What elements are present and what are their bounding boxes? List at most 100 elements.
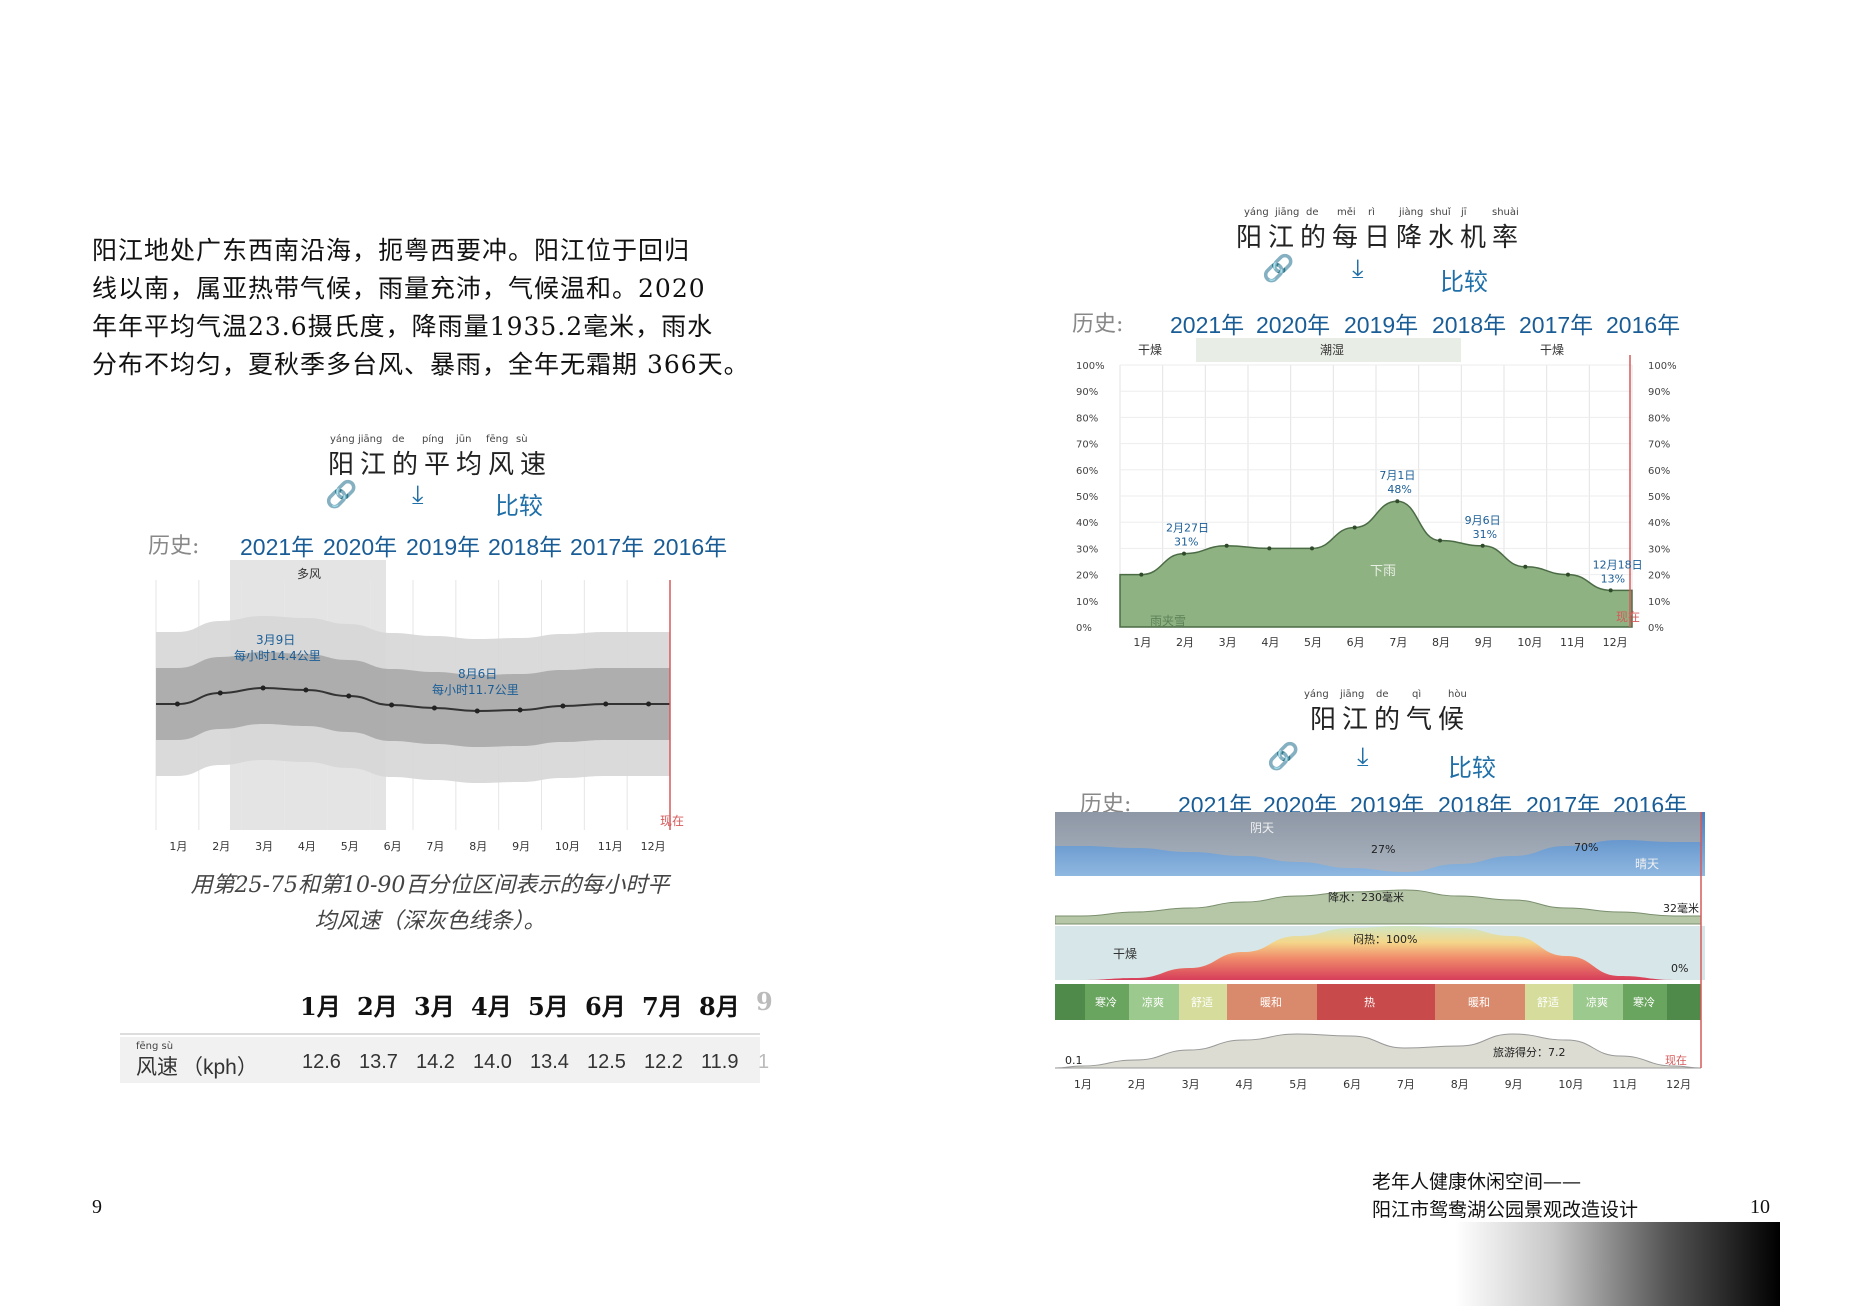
month-tick-label: 5月 xyxy=(1289,1078,1307,1091)
caption-line: 用第25-75和第10-90百分位区间表示的每小时平 xyxy=(190,873,670,898)
humidity-label: 闷热：100% xyxy=(1353,932,1417,946)
cloud-label-top: 阴天 xyxy=(1250,821,1274,835)
download-icon[interactable]: ⤓ xyxy=(1352,254,1364,284)
title-pinyin: sù xyxy=(516,434,528,445)
y-tick-label: 20% xyxy=(1648,571,1670,582)
y-tick-label: 40% xyxy=(1648,518,1670,529)
temperature-band xyxy=(1055,984,1085,1020)
title-pinyin: qì xyxy=(1412,689,1422,700)
month-tick-label: 1月 xyxy=(169,840,187,853)
history-year[interactable]: 2020年 xyxy=(323,534,398,560)
title-pinyin: de xyxy=(392,434,405,445)
temperature-band xyxy=(1525,984,1573,1020)
history-year[interactable]: 2021年 xyxy=(240,534,315,560)
month-tick-label: 8月 xyxy=(1451,1078,1469,1091)
month-tick-label: 9月 xyxy=(1505,1078,1523,1091)
precip-annotation-value: 48% xyxy=(1387,483,1411,496)
link-icon[interactable]: 🔗 xyxy=(1262,254,1295,284)
temperature-band-label: 凉爽 xyxy=(1142,995,1164,1009)
climate-chart: 阴天 晴天 27% 70% 降水：230毫米 32毫米 干燥 闷热：100% 0… xyxy=(1055,812,1705,1091)
y-tick-label: 0% xyxy=(1076,623,1092,634)
month-tick-label: 2月 xyxy=(1176,636,1194,649)
download-icon[interactable]: ⤓ xyxy=(412,480,424,510)
history-label: 历史: xyxy=(1072,312,1124,337)
month-tick-label: 3月 xyxy=(1182,1078,1200,1091)
y-tick-label: 70% xyxy=(1648,440,1670,451)
wind-data-point xyxy=(431,705,437,711)
title-pinyin: píng xyxy=(422,434,444,445)
y-tick-label: 50% xyxy=(1648,492,1670,503)
wind-series-line xyxy=(156,686,670,713)
month-tick-label: 12月 xyxy=(1603,636,1628,649)
history-year[interactable]: 2017年 xyxy=(1519,312,1594,338)
y-tick-label: 80% xyxy=(1648,413,1670,424)
title-pinyin: de xyxy=(1376,689,1389,700)
compare-button[interactable]: 比较 xyxy=(1448,754,1496,782)
now-marker-label: 现在 xyxy=(1665,1054,1687,1067)
history-year[interactable]: 2018年 xyxy=(1432,312,1507,338)
temperature-band-label: 暖和 xyxy=(1260,996,1282,1009)
month-tick-label: 10月 xyxy=(555,840,580,853)
month-tick-label: 11月 xyxy=(1612,1078,1637,1091)
humidity-area xyxy=(1055,926,1701,980)
y-tick-label: 80% xyxy=(1076,413,1098,424)
month-tick-label: 12月 xyxy=(641,840,666,853)
precip-annotation-date: 7月1日 xyxy=(1379,469,1415,482)
temperature-bands: 寒冷 凉爽 舒适 暖和 热 暖和 舒适 凉爽 寒冷 xyxy=(1055,984,1701,1020)
month-tick-label: 6月 xyxy=(1347,636,1365,649)
history-year[interactable]: 2018年 xyxy=(488,534,563,560)
title-pinyin: jiāng xyxy=(358,434,383,445)
month-tick-label: 9月 xyxy=(1475,636,1493,649)
table-cell: 12.5 xyxy=(587,1051,626,1073)
decorative-gradient-bar xyxy=(1455,1222,1780,1306)
history-year[interactable]: 2019年 xyxy=(406,534,481,560)
table-cell: 13.7 xyxy=(359,1051,398,1073)
history-label: 历史: xyxy=(148,534,200,559)
temperature-band-label: 暖和 xyxy=(1468,996,1490,1009)
link-icon[interactable]: 🔗 xyxy=(1267,742,1300,772)
wind-data-point xyxy=(260,685,266,691)
tourism-area xyxy=(1055,1033,1702,1069)
wind-data-point xyxy=(217,690,223,696)
month-tick-label: 8月 xyxy=(1432,636,1450,649)
title-pinyin: hòu xyxy=(1448,689,1467,700)
compare-button[interactable]: 比较 xyxy=(1440,268,1488,296)
intro-paragraph: 阳江地处广东西南沿海，扼粤西要冲。阳江位于回归 线以南，属亚热带气候，雨量充沛，… xyxy=(92,232,792,384)
compare-button[interactable]: 比较 xyxy=(495,492,543,520)
y-tick-label: 100% xyxy=(1076,361,1105,372)
month-tick-label: 7月 xyxy=(1389,636,1407,649)
rain-area xyxy=(1055,889,1702,925)
y-tick-label: 30% xyxy=(1076,544,1098,555)
history-year[interactable]: 2016年 xyxy=(1606,312,1681,338)
intro-line: 阳江地处广东西南沿海，扼粤西要冲。阳江位于回归 xyxy=(92,236,691,265)
wind-data-point xyxy=(346,693,352,699)
history-year[interactable]: 2019年 xyxy=(1344,312,1419,338)
month-tick-label: 1月 xyxy=(1133,636,1151,649)
precip-data-point xyxy=(1566,572,1570,577)
link-icon[interactable]: 🔗 xyxy=(325,480,358,510)
y-tick-label: 90% xyxy=(1648,387,1670,398)
month-tick-label: 3月 xyxy=(1219,636,1237,649)
title-pinyin: yáng xyxy=(330,434,355,445)
history-year[interactable]: 2021年 xyxy=(1170,312,1245,338)
download-icon[interactable]: ⤓ xyxy=(1357,742,1369,772)
table-header-month: 9 xyxy=(756,987,773,1016)
table-row: fēng sù 风速 （kph） 12.6 13.7 14.2 14.0 13.4 12.… xyxy=(120,1037,769,1083)
wind-band-25-75 xyxy=(156,652,670,747)
title-pinyin: měi xyxy=(1337,207,1356,218)
history-year[interactable]: 2017年 xyxy=(570,534,645,560)
precip-data-point xyxy=(1267,546,1272,551)
history-year[interactable]: 2020年 xyxy=(1256,312,1331,338)
title-pinyin: yáng xyxy=(1244,207,1269,218)
y-tick-label: 60% xyxy=(1648,466,1670,477)
temperature-band xyxy=(1623,984,1667,1020)
month-tick-label: 2月 xyxy=(1128,1078,1146,1091)
wind-caption: 用第25-75和第10-90百分位区间表示的每小时平 均风速（深灰色线条）。 xyxy=(160,868,700,940)
temperature-band-label: 热 xyxy=(1364,996,1375,1009)
precip-annotation-date: 12月18日 xyxy=(1593,558,1643,571)
precip-chart-title: 阳江的每日降水机率 xyxy=(1235,223,1524,253)
month-tick-label: 12月 xyxy=(1666,1078,1691,1091)
temperature-band-label: 舒适 xyxy=(1537,995,1559,1009)
history-year[interactable]: 2016年 xyxy=(653,534,728,560)
temperature-band xyxy=(1573,984,1623,1020)
